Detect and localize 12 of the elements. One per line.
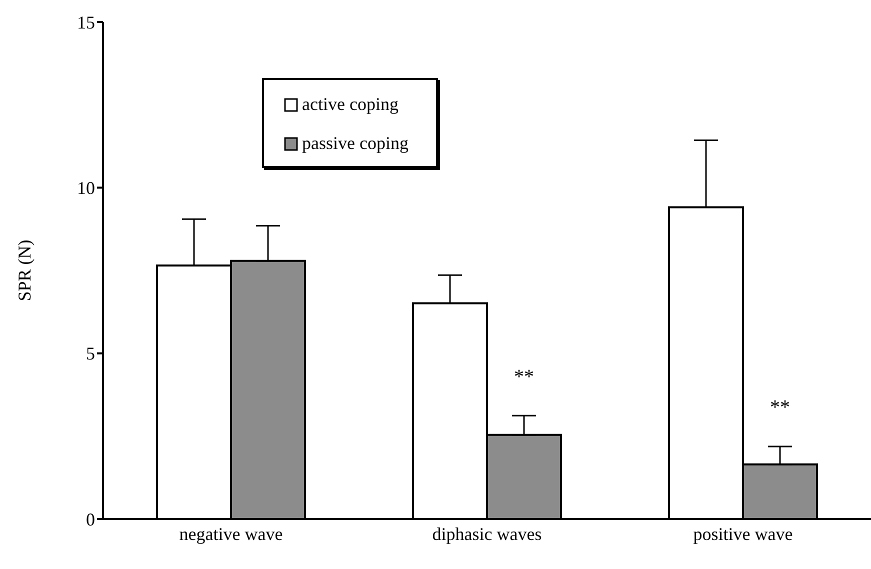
annotation: ** xyxy=(770,396,790,418)
x-tick-label: negative wave xyxy=(179,524,283,544)
annotation: ** xyxy=(514,366,534,388)
y-tick-label: 0 xyxy=(86,509,95,530)
y-tick-label: 15 xyxy=(77,12,95,32)
x-tick-label: diphasic waves xyxy=(432,524,542,544)
y-tick-label: 5 xyxy=(86,344,95,364)
y-axis-title: SPR (N) xyxy=(14,240,34,302)
legend-label: active coping xyxy=(302,94,398,115)
x-tick-label: positive wave xyxy=(693,524,793,544)
legend-label: passive coping xyxy=(302,133,408,154)
y-tick-label: 10 xyxy=(77,178,95,198)
